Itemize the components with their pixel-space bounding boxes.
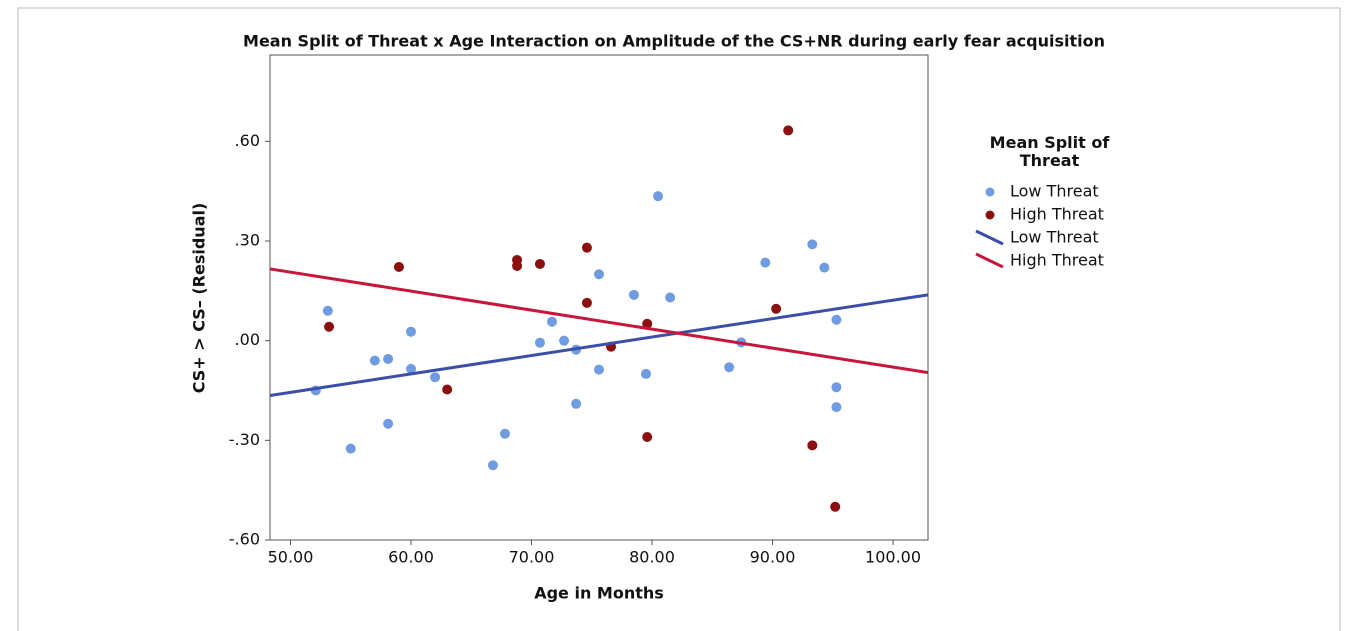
plot-area xyxy=(269,54,929,541)
fit-line xyxy=(269,267,929,375)
point xyxy=(406,326,416,337)
point xyxy=(594,364,604,375)
legend-label: High Threat xyxy=(1010,251,1104,270)
legend-marker xyxy=(985,187,995,197)
point xyxy=(534,337,545,348)
point xyxy=(760,257,771,268)
point xyxy=(442,384,453,395)
point xyxy=(383,418,394,429)
chart-title: Mean Split of Threat x Age Interaction o… xyxy=(243,32,1105,51)
point xyxy=(324,321,335,332)
point xyxy=(642,318,653,329)
y-tick-label: .00 xyxy=(235,330,260,349)
y-tick-label: .30 xyxy=(235,231,260,250)
x-tick-label: 80.00 xyxy=(629,548,675,567)
point xyxy=(830,501,841,512)
legend-line xyxy=(975,252,1004,269)
x-tick-label: 70.00 xyxy=(509,548,555,567)
point xyxy=(383,353,394,364)
point xyxy=(559,335,570,346)
point xyxy=(831,402,842,413)
legend-label: Low Threat xyxy=(1010,228,1099,247)
x-tick-label: 100.00 xyxy=(865,548,921,567)
point xyxy=(819,262,830,273)
x-tick-label: 90.00 xyxy=(750,548,796,567)
point xyxy=(628,289,639,300)
point xyxy=(641,368,651,379)
y-tick-label: .60 xyxy=(235,131,260,150)
x-tick-label: 60.00 xyxy=(388,548,434,567)
point xyxy=(345,443,356,454)
point xyxy=(594,269,604,280)
point xyxy=(500,428,510,439)
y-axis-label: CS+ > CS– (Residual) xyxy=(190,203,209,394)
point xyxy=(642,432,653,443)
point xyxy=(512,260,523,271)
y-tick-label: -.60 xyxy=(229,530,260,549)
legend-label: High Threat xyxy=(1010,205,1104,224)
legend-title: Mean Split of Threat xyxy=(989,133,1110,170)
y-tick-label: -.30 xyxy=(229,430,260,449)
point xyxy=(807,440,818,451)
x-tick-label: 50.00 xyxy=(268,548,314,567)
point xyxy=(547,316,557,327)
point xyxy=(369,355,380,366)
fit-line xyxy=(269,293,929,397)
point xyxy=(430,372,441,383)
point xyxy=(831,382,842,393)
point xyxy=(665,292,676,303)
point xyxy=(487,460,498,471)
frame xyxy=(17,7,1341,631)
point xyxy=(831,314,842,325)
point xyxy=(571,398,582,409)
point xyxy=(771,303,782,314)
point xyxy=(393,261,404,272)
point xyxy=(783,125,794,136)
legend-line xyxy=(975,229,1004,246)
point xyxy=(322,305,333,316)
legend-marker xyxy=(985,210,995,220)
point xyxy=(807,239,818,250)
point xyxy=(534,258,545,269)
point xyxy=(581,297,592,308)
x-axis-label: Age in Months xyxy=(534,584,664,603)
point xyxy=(653,191,664,202)
legend-label: Low Threat xyxy=(1010,182,1099,201)
point xyxy=(581,242,592,253)
point xyxy=(724,362,735,373)
point xyxy=(406,363,416,374)
